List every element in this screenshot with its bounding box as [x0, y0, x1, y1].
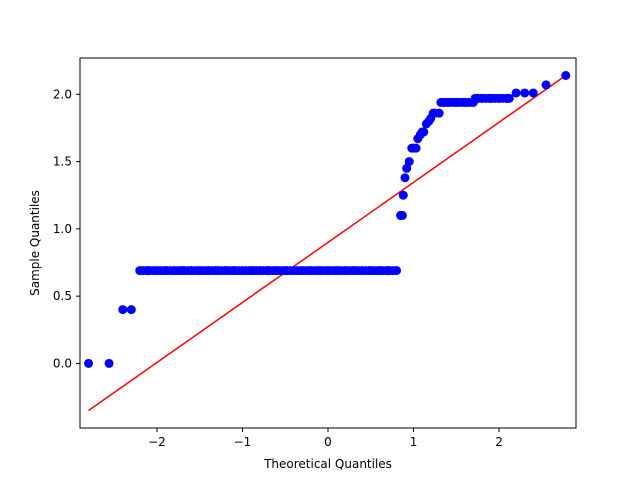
x-tick-label: 0 [324, 435, 332, 449]
data-points-layer [84, 70, 571, 368]
data-point [118, 305, 128, 315]
data-point [391, 266, 401, 276]
data-point [397, 210, 407, 220]
y-tick-label: 1.0 [53, 222, 72, 236]
data-point [411, 143, 421, 153]
x-tick-label: −2 [148, 435, 166, 449]
data-point [504, 93, 514, 103]
data-point [400, 173, 410, 183]
data-point [104, 358, 114, 368]
data-point [404, 157, 414, 167]
data-point [520, 88, 530, 98]
x-axis-ticks: −2 −1 0 1 2 [148, 428, 503, 449]
y-axis-ticks: 0.0 0.5 1.0 1.5 2.0 [53, 87, 80, 370]
x-tick-label: 2 [495, 435, 503, 449]
y-tick-label: 2.0 [53, 87, 72, 101]
data-point [541, 80, 551, 90]
data-point [528, 88, 538, 98]
y-axis-label: Sample Quantiles [28, 190, 42, 296]
data-point [398, 190, 408, 200]
data-point [419, 127, 429, 137]
reference-line [88, 74, 567, 412]
x-tick-label: 1 [410, 435, 418, 449]
data-point [434, 108, 444, 118]
data-point [561, 70, 571, 80]
y-tick-label: 0.5 [53, 289, 72, 303]
x-axis-label: Theoretical Quantiles [263, 457, 392, 471]
x-tick-label: −1 [234, 435, 252, 449]
reference-line-layer [88, 74, 567, 412]
data-point [126, 305, 136, 315]
data-point [84, 358, 94, 368]
data-point [511, 88, 521, 98]
y-tick-label: 1.5 [53, 155, 72, 169]
y-tick-label: 0.0 [53, 356, 72, 370]
